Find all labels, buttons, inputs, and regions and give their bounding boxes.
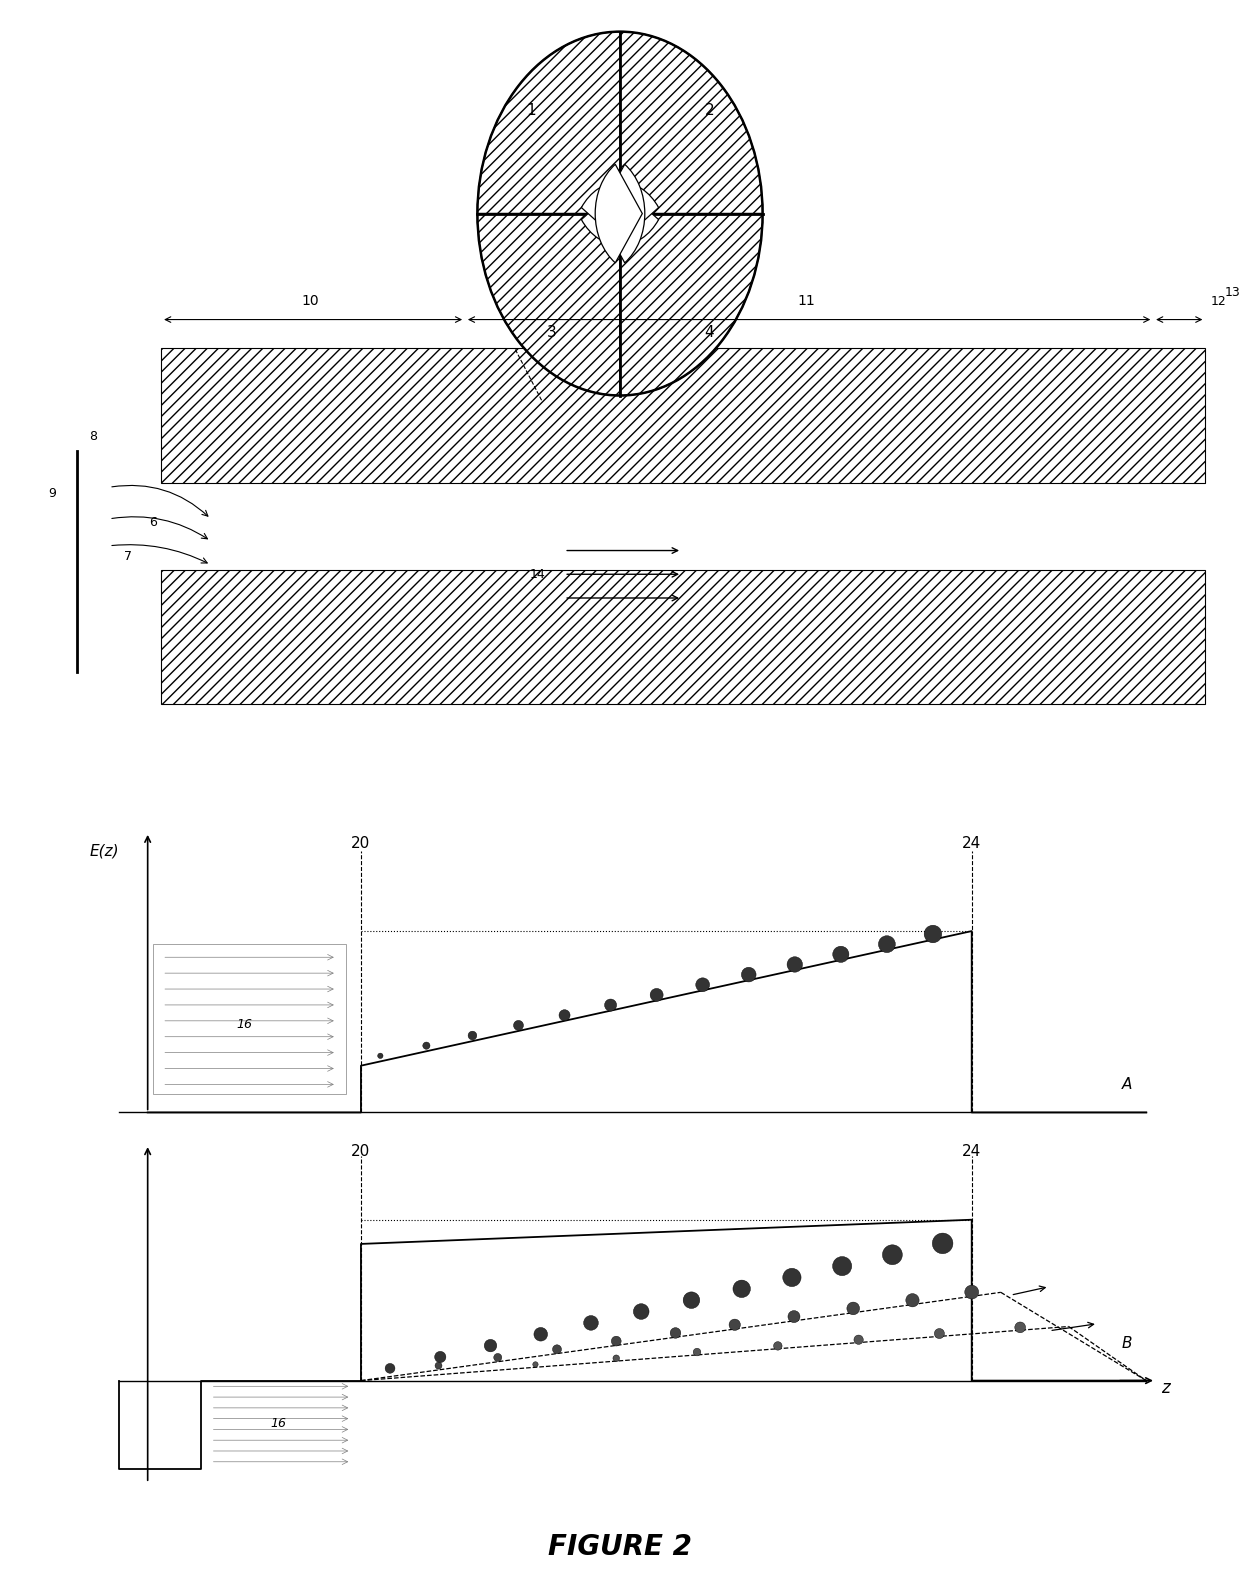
Point <box>606 1329 626 1354</box>
Point <box>923 921 942 946</box>
Text: 20: 20 <box>351 835 371 851</box>
Wedge shape <box>477 32 620 214</box>
Point <box>732 1277 751 1302</box>
Point <box>582 1310 601 1335</box>
Text: 20: 20 <box>351 1144 371 1160</box>
Wedge shape <box>595 165 642 263</box>
Point <box>832 1253 852 1278</box>
Wedge shape <box>620 214 763 396</box>
Point <box>531 1321 551 1346</box>
Bar <box>161 570 1205 704</box>
Text: 16: 16 <box>237 1019 253 1031</box>
Point <box>932 1231 952 1256</box>
Wedge shape <box>598 165 645 263</box>
Point <box>1011 1315 1030 1340</box>
Text: 12: 12 <box>1210 296 1226 308</box>
Point <box>463 1024 482 1049</box>
Text: FIGURE 2: FIGURE 2 <box>548 1533 692 1561</box>
Text: 16: 16 <box>270 1417 286 1430</box>
Text: 2: 2 <box>704 103 714 119</box>
Point <box>739 962 759 987</box>
Point <box>883 1242 903 1267</box>
Point <box>903 1288 923 1313</box>
Point <box>526 1351 546 1376</box>
Point <box>371 1043 391 1068</box>
Text: 6: 6 <box>149 516 156 528</box>
Point <box>508 1012 528 1038</box>
Point <box>647 982 667 1008</box>
Point <box>430 1345 450 1370</box>
Text: 3: 3 <box>547 324 557 340</box>
Point <box>784 1304 804 1329</box>
Point <box>487 1345 507 1370</box>
Wedge shape <box>620 32 763 214</box>
Point <box>381 1356 401 1381</box>
Text: z: z <box>1161 1380 1169 1397</box>
Text: B: B <box>1121 1337 1132 1351</box>
Text: 14: 14 <box>529 568 546 581</box>
Text: 10: 10 <box>301 294 319 308</box>
Text: A: A <box>1122 1077 1132 1092</box>
Point <box>481 1334 501 1359</box>
Point <box>682 1288 702 1313</box>
Point <box>547 1337 567 1362</box>
Point <box>831 941 851 967</box>
Text: 8: 8 <box>89 430 97 443</box>
Text: 9: 9 <box>48 487 56 500</box>
Point <box>417 1033 436 1058</box>
Point <box>631 1299 651 1324</box>
Text: 4: 4 <box>704 324 714 340</box>
Text: 1: 1 <box>526 103 536 119</box>
Text: 7: 7 <box>124 551 131 563</box>
Text: 11: 11 <box>797 294 815 308</box>
Point <box>725 1311 745 1337</box>
Bar <box>153 944 346 1093</box>
Point <box>930 1321 950 1346</box>
Point <box>962 1280 982 1305</box>
Point <box>877 932 897 957</box>
Text: E(z): E(z) <box>89 843 119 857</box>
Point <box>843 1296 863 1321</box>
Point <box>554 1003 574 1028</box>
Point <box>785 952 805 978</box>
Point <box>687 1340 707 1365</box>
Text: 13: 13 <box>1225 286 1240 299</box>
Point <box>782 1264 802 1289</box>
Wedge shape <box>582 185 658 245</box>
Point <box>693 971 713 997</box>
Wedge shape <box>477 214 620 396</box>
Point <box>429 1353 449 1378</box>
Text: 24: 24 <box>962 835 981 851</box>
Point <box>666 1321 686 1346</box>
Point <box>600 992 620 1017</box>
Wedge shape <box>582 182 658 242</box>
Bar <box>161 348 1205 483</box>
Point <box>768 1334 787 1359</box>
Point <box>848 1327 868 1353</box>
Text: 24: 24 <box>962 1144 981 1160</box>
Point <box>606 1346 626 1372</box>
